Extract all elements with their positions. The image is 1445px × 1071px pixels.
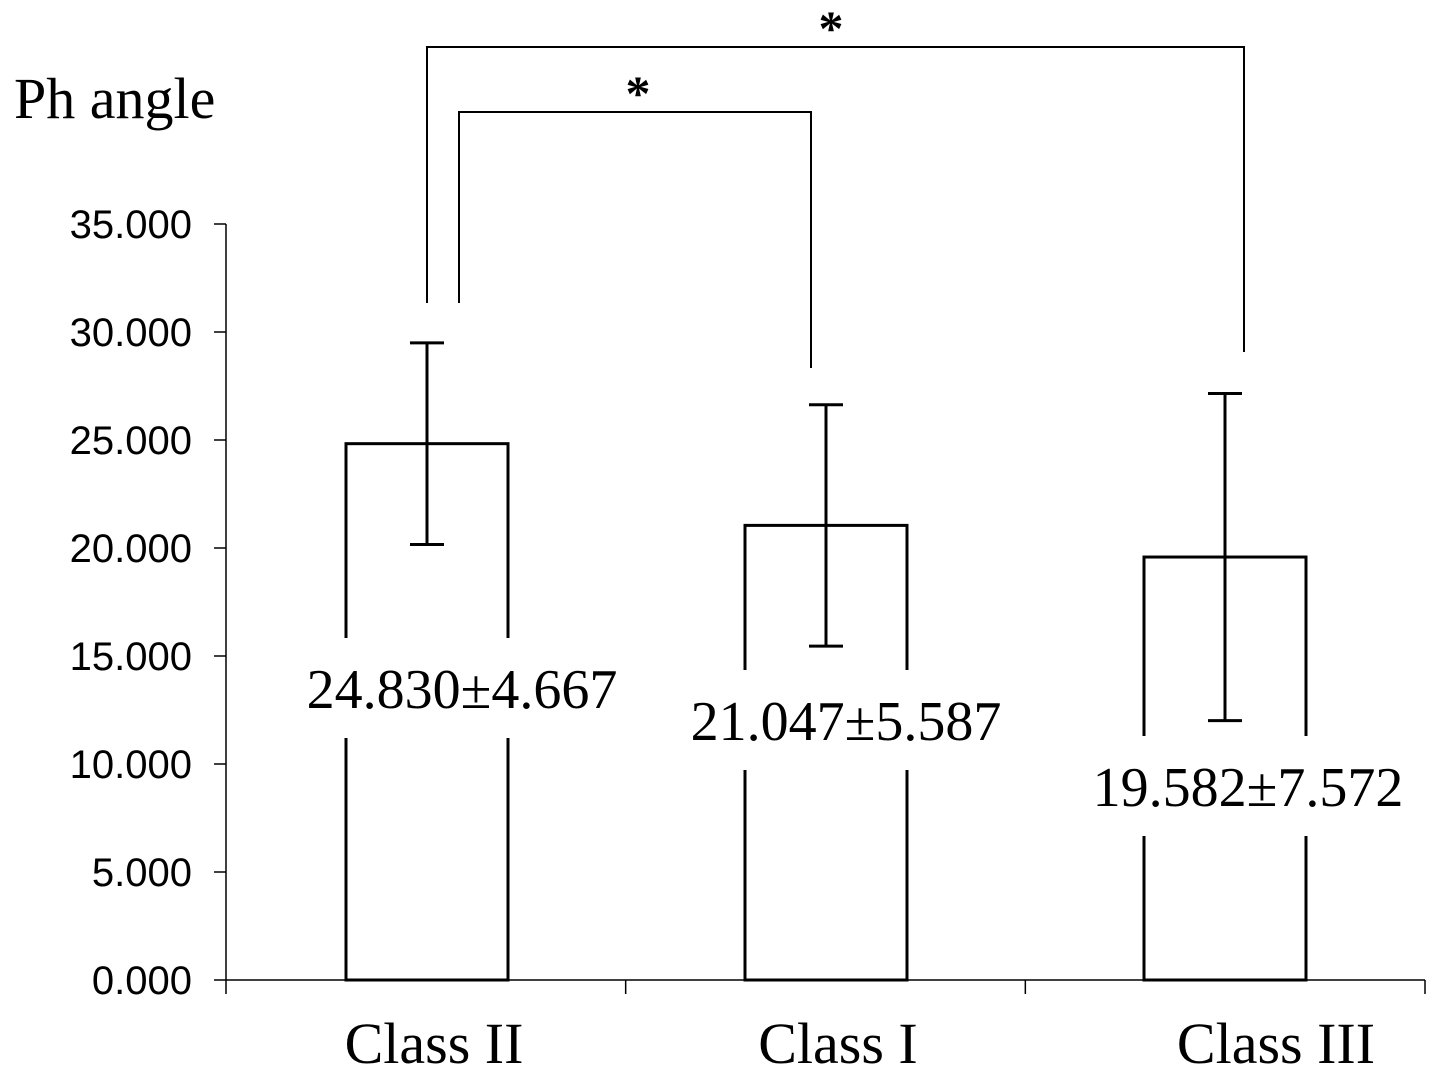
significance-bracket — [426, 46, 1245, 352]
value-label: 24.830±4.667 — [307, 659, 618, 721]
y-tick-label: 0.000 — [92, 959, 192, 1003]
y-tick-label: 30.000 — [70, 311, 192, 355]
category-labels: Class II Class I Class III — [345, 1011, 1375, 1071]
value-label-bg — [696, 670, 996, 770]
value-label: 21.047±5.587 — [691, 691, 1002, 753]
value-label: 19.582±7.572 — [1093, 757, 1404, 819]
y-tick-label: 15.000 — [70, 635, 192, 679]
category-label: Class III — [1177, 1011, 1375, 1071]
value-label-bg — [1098, 736, 1398, 836]
significance-star: * — [819, 0, 844, 56]
significance-bracket — [458, 111, 812, 368]
category-label: Class II — [345, 1011, 524, 1071]
y-tick-label: 25.000 — [70, 419, 192, 463]
axes: 0.000 5.000 10.000 15.000 20.000 25.000 30.000… — [70, 203, 1426, 1003]
significance-star: * — [626, 65, 651, 121]
y-tick-label: 20.000 — [70, 527, 192, 571]
error-bars — [410, 341, 1242, 723]
y-axis-label: Ph angle — [14, 66, 215, 131]
category-label: Class I — [758, 1011, 918, 1071]
significance-brackets: ** — [426, 0, 1245, 368]
value-labels: 24.830±4.667 21.047±5.587 19.582±7.572 — [307, 638, 1404, 836]
y-tick-label: 35.000 — [70, 203, 192, 247]
value-label-bg — [312, 638, 612, 738]
y-tick-label: 10.000 — [70, 743, 192, 787]
y-tick-label: 5.000 — [92, 851, 192, 895]
